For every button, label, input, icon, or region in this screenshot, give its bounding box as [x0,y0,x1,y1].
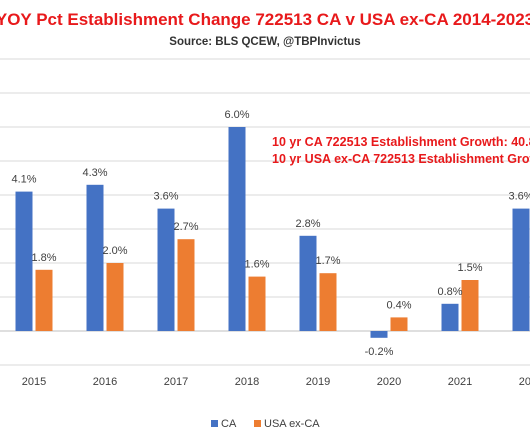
bar-ca-2020 [370,331,388,338]
chart-subtitle: Source: BLS QCEW, @TBPInvictus [169,36,360,48]
x-tick-label-2017: 2017 [164,376,188,388]
x-tick-label-2019: 2019 [306,376,330,388]
data-label-usa-ex-ca-2021: 1.5% [457,262,482,274]
bar-usa-ex-ca-2021 [461,280,479,331]
annotation-ca-growth: 10 yr CA 722513 Establishment Growth: 40… [272,135,530,149]
x-tick-label-2020: 2020 [377,376,401,388]
data-label-usa-ex-ca-2019: 1.7% [315,255,340,267]
data-label-ca-2015: 4.1% [11,174,36,186]
data-label-ca-2022: 3.6% [508,191,530,203]
bar-usa-ex-ca-2019 [319,273,337,331]
x-tick-label-2021: 2021 [448,376,472,388]
legend-label-usa-ex-ca: USA ex-CA [264,418,320,430]
bar-usa-ex-ca-2017 [177,239,195,331]
x-tick-label-2022: 2022 [519,376,530,388]
annotations: 10 yr CA 722513 Establishment Growth: 40… [272,135,530,166]
data-labels: 4.1% 1.8% 4.3% 2.0% 3.6% 2.7% 6.0% 1.6% 2.8% 1.7%… [11,109,530,358]
annotation-usa-growth: 10 yr USA ex-CA 722513 Establishment Gro… [272,152,530,166]
bar-usa-ex-ca-2016 [106,263,124,331]
data-label-ca-2017: 3.6% [153,191,178,203]
data-label-ca-2016: 4.3% [82,167,107,179]
bar-ca-2018 [228,127,246,331]
bar-ca-2022 [512,208,530,331]
bars [15,127,530,338]
legend: CA USA ex-CA [211,418,320,430]
bar-usa-ex-ca-2020 [390,317,408,331]
bar-ca-2017 [157,208,175,331]
data-label-ca-2020: -0.2% [365,346,394,358]
legend-swatch-usa-ex-ca [254,420,261,427]
bar-ca-2019 [299,235,317,331]
x-tick-labels: 2015 2016 2017 2018 2019 2020 2021 2022 [22,376,530,388]
bar-ca-2016 [86,184,104,331]
data-label-usa-ex-ca-2018: 1.6% [244,259,269,271]
data-label-usa-ex-ca-2015: 1.8% [31,252,56,264]
data-label-usa-ex-ca-2016: 2.0% [102,245,127,257]
data-label-ca-2019: 2.8% [295,218,320,230]
bar-ca-2021 [441,303,459,331]
legend-swatch-ca [211,420,218,427]
data-label-usa-ex-ca-2017: 2.7% [173,221,198,233]
x-tick-label-2015: 2015 [22,376,46,388]
data-label-ca-2021: 0.8% [437,286,462,298]
legend-label-ca: CA [221,418,237,430]
x-tick-label-2018: 2018 [235,376,259,388]
chart-title: YOY Pct Establishment Change 722513 CA v… [0,10,530,29]
data-label-usa-ex-ca-2020: 0.4% [386,299,411,311]
bar-usa-ex-ca-2018 [248,276,266,331]
x-tick-label-2016: 2016 [93,376,117,388]
bar-ca-2015 [15,191,33,331]
data-label-ca-2018: 6.0% [224,109,249,121]
bar-usa-ex-ca-2015 [35,269,53,331]
